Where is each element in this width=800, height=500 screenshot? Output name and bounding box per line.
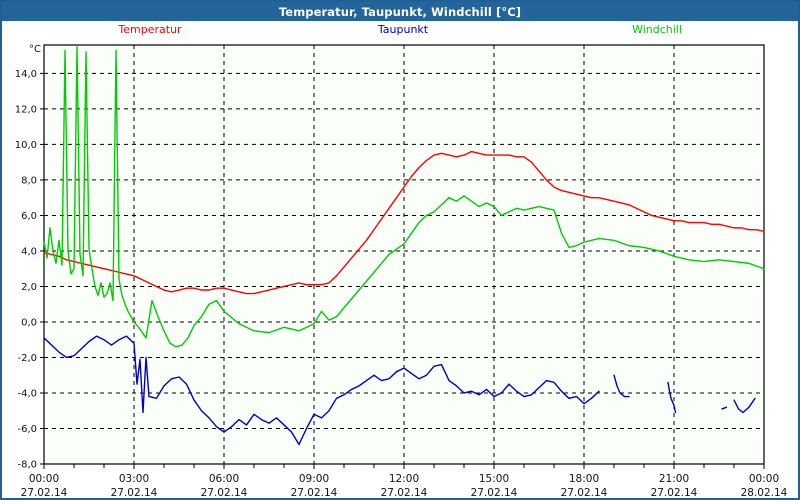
y-tick-label: -4,0 xyxy=(17,388,37,399)
plot-frame xyxy=(43,44,765,465)
x-tick-time-label: 03:00 xyxy=(119,473,149,485)
x-tick-date-label: 27.02.14 xyxy=(291,487,338,498)
x-tick-time-label: 12:00 xyxy=(389,473,419,485)
axis-ticks-group xyxy=(40,72,765,469)
legend-item-taupunkt: Taupunkt xyxy=(377,23,429,36)
chart-legend: Temperatur Taupunkt Windchill xyxy=(2,23,798,43)
x-tick-date-label: 27.02.14 xyxy=(21,487,68,498)
x-tick-time-label: 00:00 xyxy=(29,473,59,485)
y-tick-label: 6,0 xyxy=(21,211,37,222)
chart-plot-area: 14,0 12,0 10,0 8,0 6,0 4,0 2,0 0,0 -2,0 -4,0 -6,0 -… xyxy=(2,43,798,498)
x-tick-date-label: 27.02.14 xyxy=(471,487,518,498)
x-tick-date-label: 27.02.14 xyxy=(201,487,248,498)
y-tick-label: 4,0 xyxy=(21,246,37,257)
y-tick-label: -2,0 xyxy=(17,353,37,364)
x-tick-time-label: 09:00 xyxy=(299,473,329,485)
x-tick-time-label: 18:00 xyxy=(569,473,599,485)
y-tick-label: 14,0 xyxy=(15,69,37,80)
y-tick-label: 8,0 xyxy=(21,175,37,186)
window-title-bar: Temperatur, Taupunkt, Windchill [°C] xyxy=(2,2,798,21)
chart-svg: 14,0 12,0 10,0 8,0 6,0 4,0 2,0 0,0 -2,0 -4,0 -6,0 -… xyxy=(15,44,788,498)
x-tick-date-label: 27.02.14 xyxy=(111,487,158,498)
x-tick-time-label: 00:00 xyxy=(749,473,779,485)
y-tick-label: -6,0 xyxy=(17,424,37,435)
data-series-group xyxy=(43,46,765,446)
x-tick-date-label: 27.02.14 xyxy=(561,487,608,498)
y-tick-label: 0,0 xyxy=(21,317,37,328)
legend-item-windchill: Windchill xyxy=(632,23,682,36)
y-tick-label: 12,0 xyxy=(15,104,37,115)
x-tick-date-label: 27.02.14 xyxy=(651,487,698,498)
x-tick-date-label: 27.02.14 xyxy=(381,487,428,498)
x-tick-time-label: 15:00 xyxy=(479,473,509,485)
window-title: Temperatur, Taupunkt, Windchill [°C] xyxy=(278,4,522,19)
y-axis-tick-labels: 14,0 12,0 10,0 8,0 6,0 4,0 2,0 0,0 -2,0 -4,0 -6,0 -… xyxy=(15,69,37,471)
x-tick-date-label: 28.02.14 xyxy=(741,487,788,498)
grid-lines-group xyxy=(44,45,764,465)
x-tick-time-label: 06:00 xyxy=(209,473,239,485)
y-tick-label: 10,0 xyxy=(15,140,37,151)
x-axis-tick-labels: 00:00 27.02.14 03:00 27.02.14 06:00 27.02.14 0… xyxy=(21,473,788,498)
y-axis-unit-label: °C xyxy=(29,44,41,55)
x-tick-time-label: 21:00 xyxy=(659,473,689,485)
y-tick-label: -8,0 xyxy=(17,460,37,471)
y-tick-label: 2,0 xyxy=(21,282,37,293)
legend-item-temperatur: Temperatur xyxy=(118,23,182,36)
